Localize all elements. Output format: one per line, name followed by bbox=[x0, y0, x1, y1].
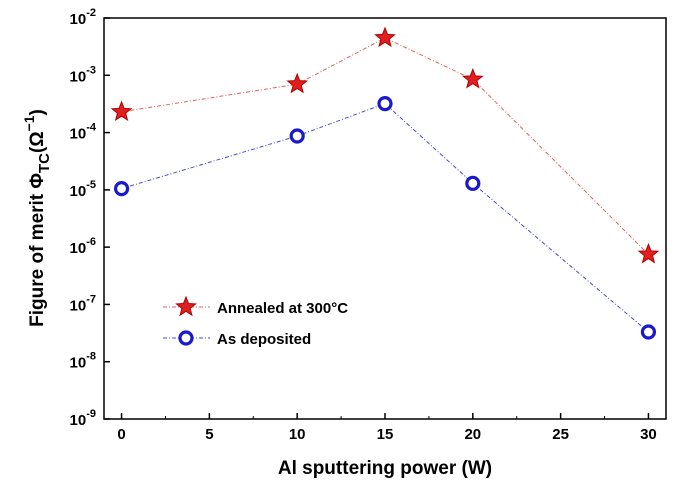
y-tick-label: 10-3 bbox=[70, 64, 96, 85]
y-axis-title-close: ) bbox=[27, 109, 48, 115]
y-tick-label: 10-4 bbox=[70, 122, 97, 143]
data-point-0 bbox=[374, 26, 396, 48]
y-tick-label: 10-9 bbox=[70, 408, 96, 429]
y-tick-label: 10-7 bbox=[70, 293, 96, 314]
data-point-1 bbox=[113, 181, 130, 197]
series-line-0 bbox=[121, 37, 649, 255]
y-tick-label: 10-6 bbox=[70, 236, 96, 257]
data-point-0 bbox=[637, 242, 660, 264]
y-axis-title-main: Figure of merit Φ bbox=[27, 173, 48, 327]
x-tick-label: 15 bbox=[377, 426, 394, 443]
legend-marker-1 bbox=[178, 330, 194, 346]
y-tick-label: 10-2 bbox=[70, 7, 96, 28]
x-tick-label: 25 bbox=[552, 426, 569, 443]
x-tick-label: 10 bbox=[289, 426, 306, 443]
data-point-0 bbox=[110, 100, 133, 122]
legend-label-0: Annealed at 300°C bbox=[217, 300, 348, 317]
data-point-1 bbox=[377, 96, 393, 112]
y-axis-title: Figure of merit ΦTC(Ω−1) bbox=[21, 109, 53, 327]
x-tick-label: 20 bbox=[464, 426, 481, 443]
y-axis-title-exp: −1 bbox=[21, 115, 37, 131]
y-tick-label: 10-5 bbox=[70, 179, 96, 200]
y-axis-ticks: 10-9 10-8 10-7 10-6 10-5 10-4 10-3 10-2 bbox=[70, 7, 110, 429]
x-tick-label: 5 bbox=[205, 426, 213, 443]
legend: Annealed at 300°C As deposited bbox=[163, 295, 348, 348]
series-line-1 bbox=[121, 103, 649, 333]
data-point-1 bbox=[289, 128, 305, 144]
y-tick-label: 10-8 bbox=[70, 351, 96, 372]
legend-label-1: As deposited bbox=[217, 331, 311, 348]
data-point-1 bbox=[640, 324, 657, 340]
series-layer bbox=[110, 26, 660, 340]
x-axis-title: Al sputtering power (W) bbox=[278, 458, 492, 479]
plot-frame bbox=[103, 17, 667, 420]
data-point-0 bbox=[461, 67, 484, 89]
x-axis-ticks: 0 5 10 15 20 25 30 bbox=[117, 413, 657, 443]
data-point-1 bbox=[465, 175, 481, 191]
legend-marker-0 bbox=[175, 295, 197, 317]
data-point-0 bbox=[286, 72, 309, 94]
y-axis-title-unit: (Ω bbox=[27, 131, 48, 153]
y-axis-title-sub: TC bbox=[36, 153, 53, 173]
x-tick-label: 30 bbox=[640, 426, 657, 443]
x-tick-label: 0 bbox=[117, 426, 125, 443]
